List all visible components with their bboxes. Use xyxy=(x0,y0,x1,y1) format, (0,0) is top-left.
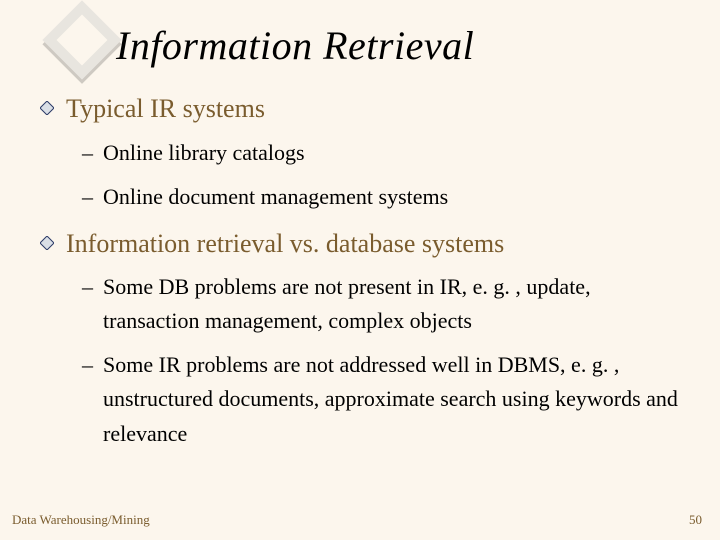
bullet-text: Typical IR systems xyxy=(66,93,265,126)
dash-bullet-icon: – xyxy=(82,136,93,170)
bullet-level1: Typical IR systems xyxy=(40,93,684,126)
footer-left-text: Data Warehousing/Mining xyxy=(12,512,150,528)
subbullet-text: Online document management systems xyxy=(103,180,448,214)
subbullet-text: Some IR problems are not addressed well … xyxy=(103,348,684,450)
slide-content: Typical IR systems – Online library cata… xyxy=(36,93,684,451)
dash-bullet-icon: – xyxy=(82,180,93,214)
slide-title: Information Retrieval xyxy=(116,22,684,69)
diamond-bullet-icon xyxy=(40,236,58,250)
subbullet-text: Online library catalogs xyxy=(103,136,305,170)
corner-diamond-decoration xyxy=(42,0,121,79)
bullet-text: Information retrieval vs. database syste… xyxy=(66,228,504,261)
slide-footer: Data Warehousing/Mining 50 xyxy=(12,512,702,528)
bullet-level2: – Online library catalogs xyxy=(82,136,684,170)
bullet-level2: – Online document management systems xyxy=(82,180,684,214)
subbullet-text: Some DB problems are not present in IR, … xyxy=(103,270,684,338)
bullet-level1: Information retrieval vs. database syste… xyxy=(40,228,684,261)
slide: Information Retrieval Typical IR systems… xyxy=(0,0,720,540)
bullet-level2: – Some DB problems are not present in IR… xyxy=(82,270,684,338)
page-number: 50 xyxy=(689,512,702,528)
dash-bullet-icon: – xyxy=(82,270,93,304)
bullet-level2: – Some IR problems are not addressed wel… xyxy=(82,348,684,450)
dash-bullet-icon: – xyxy=(82,348,93,382)
diamond-bullet-icon xyxy=(40,101,58,115)
